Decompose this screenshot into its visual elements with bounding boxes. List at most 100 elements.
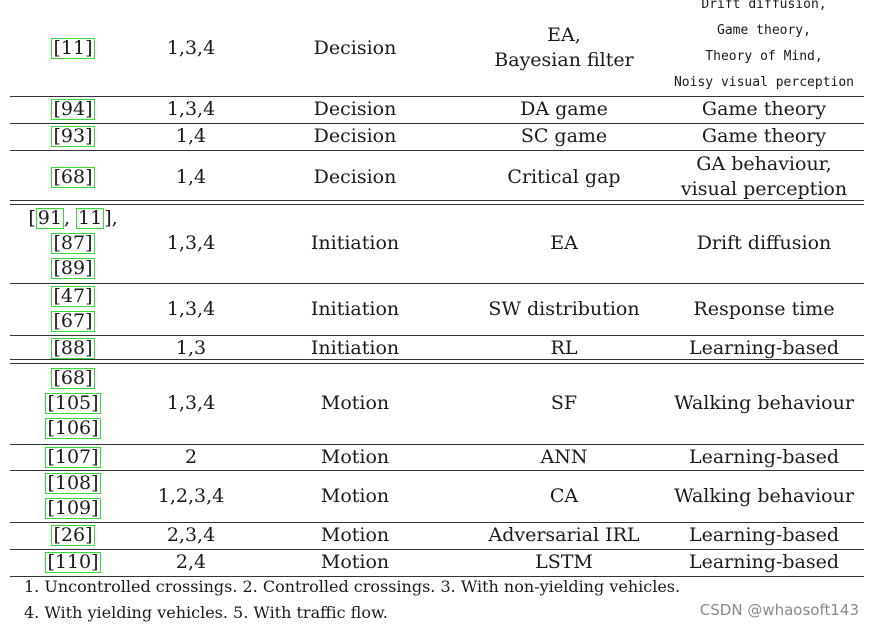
reference-line: [105] xyxy=(45,391,101,416)
table-row: [88] 1,3 Initiation RL Learning-based xyxy=(10,335,864,362)
table-row: [11] 1,3,4 Decision EA, Bayesian filter Drift… xyxy=(10,0,864,96)
reference-cell: [110] xyxy=(10,549,136,576)
paradigm-text: visual perception xyxy=(680,178,848,200)
method-text: Bayesian filter xyxy=(494,49,634,71)
reference-cell: [107] xyxy=(10,444,136,470)
reference-line: [68] xyxy=(51,165,95,190)
citation-link[interactable]: [110] xyxy=(45,551,101,573)
reference-cell: [26] xyxy=(10,522,136,549)
table-divider xyxy=(10,470,864,471)
table-divider xyxy=(10,283,864,284)
table-row: [107] 2 Motion ANN Learning-based xyxy=(10,444,864,470)
table-row: [108] [109] 1,2,3,4 Motion CA Walking behavio… xyxy=(10,470,864,522)
stage-cell: Initiation xyxy=(310,297,400,320)
method-text: Critical gap xyxy=(507,165,621,188)
citation-link[interactable]: 91 xyxy=(35,207,64,229)
reference-line: [47] xyxy=(51,284,95,309)
paradigm-cell: Learning-based xyxy=(664,522,864,549)
reference-line: [94] xyxy=(51,97,95,122)
table-divider xyxy=(10,576,864,577)
reference-cell: [94] xyxy=(10,96,136,123)
citation-link[interactable]: [87] xyxy=(51,232,95,254)
paradigm-cell: GA behaviour, visual perception xyxy=(664,150,864,204)
citation-link[interactable]: [47] xyxy=(51,285,95,307)
reference-line: [110] xyxy=(45,550,101,575)
citation-link[interactable]: [107] xyxy=(45,445,101,468)
stage-cell: Motion xyxy=(320,524,390,546)
method-text: EA, xyxy=(547,24,581,46)
paradigm-text: Game theory, xyxy=(717,23,811,38)
citation-link[interactable]: [67] xyxy=(51,310,95,332)
method-text: LSTM xyxy=(535,551,593,573)
citation-link[interactable]: [108] xyxy=(45,472,101,494)
citation-link[interactable]: [105] xyxy=(45,391,101,414)
method-cell: Critical gap xyxy=(464,150,664,204)
paradigm-cell: Learning-based xyxy=(664,335,864,362)
citation-link[interactable]: [89] xyxy=(51,257,95,279)
conditions-cell: 1,4 xyxy=(175,165,207,188)
stage-cell: Motion xyxy=(320,445,390,468)
reference-line: [109] xyxy=(45,496,101,521)
method-text: CA xyxy=(549,484,579,507)
citation-link[interactable]: [26] xyxy=(51,524,95,546)
paradigm-cell: Response time xyxy=(664,283,864,335)
paradigm-text: Theory of Mind, xyxy=(705,49,823,64)
footnote-line-1: 1. Uncontrolled crossings. 2. Controlled… xyxy=(24,577,681,596)
paradigm-text: Game theory xyxy=(701,125,827,147)
paradigm-text: Walking behaviour xyxy=(674,391,854,414)
method-cell: CA xyxy=(464,470,664,522)
table-divider xyxy=(10,522,864,523)
paradigm-cell: Walking behaviour xyxy=(664,470,864,522)
method-cell: RL xyxy=(464,335,664,362)
table-divider xyxy=(10,150,864,151)
citation-link[interactable]: [109] xyxy=(45,497,101,519)
table-row: [47] [67] 1,3,4 Initiation SW distribution Re… xyxy=(10,283,864,335)
reference-line: [93] xyxy=(51,124,95,149)
paradigm-text: Response time xyxy=(693,297,835,320)
stage-cell: Decision xyxy=(313,125,397,147)
paradigm-cell: Learning-based xyxy=(664,549,864,576)
method-text: EA xyxy=(550,232,578,254)
table-divider xyxy=(10,96,864,97)
method-text: SF xyxy=(550,391,578,414)
reference-cell: [93] xyxy=(10,123,136,150)
reference-line: [26] xyxy=(51,523,95,548)
table-divider xyxy=(10,123,864,124)
paradigm-text: Game theory xyxy=(701,98,827,120)
method-cell: SC game xyxy=(464,123,664,150)
conditions-cell: 1,2,3,4 xyxy=(157,484,225,507)
citation-link[interactable]: [88] xyxy=(51,337,95,359)
reference-cell: [68] [105] [106] xyxy=(10,362,136,444)
reference-line: [88] xyxy=(51,336,95,361)
citation-link[interactable]: [68] xyxy=(51,366,95,389)
method-cell: DA game xyxy=(464,96,664,123)
table-divider xyxy=(10,444,864,445)
citation-link[interactable]: [106] xyxy=(45,416,101,439)
stage-cell: Motion xyxy=(320,391,390,414)
reference-line: [107] xyxy=(45,445,101,470)
stage-cell: Decision xyxy=(313,36,397,59)
conditions-cell: 1,3 xyxy=(175,337,207,359)
method-text: SC game xyxy=(520,125,608,147)
table-row: [91, 11], [87] [89] 1,3,4 Initiation EA Drift … xyxy=(10,204,864,283)
table-row: [93] 1,4 Decision SC game Game theory xyxy=(10,123,864,150)
method-cell: SW distribution xyxy=(464,283,664,335)
conditions-cell: 1,3,4 xyxy=(166,232,216,254)
reference-line: [89] xyxy=(51,256,95,281)
reference-cell: [108] [109] xyxy=(10,470,136,522)
table-row: [110] 2,4 Motion LSTM Learning-based xyxy=(10,549,864,576)
citation-link[interactable]: [94] xyxy=(51,98,95,120)
method-cell: SF xyxy=(464,362,664,444)
citation-link[interactable]: [11] xyxy=(51,36,95,59)
citation-link[interactable]: [93] xyxy=(51,125,95,147)
reference-cell: [47] [67] xyxy=(10,283,136,335)
citation-link[interactable]: [68] xyxy=(51,165,95,188)
reference-line: [11] xyxy=(51,36,95,61)
conditions-cell: 2,3,4 xyxy=(166,524,216,546)
citation-link[interactable]: 11 xyxy=(76,207,105,229)
paradigm-text: Learning-based xyxy=(688,337,840,359)
stage-cell: Initiation xyxy=(310,232,400,254)
reference-cell: [68] xyxy=(10,150,136,204)
method-cell: EA xyxy=(464,204,664,283)
paradigm-text: Noisy visual perception xyxy=(673,75,854,90)
